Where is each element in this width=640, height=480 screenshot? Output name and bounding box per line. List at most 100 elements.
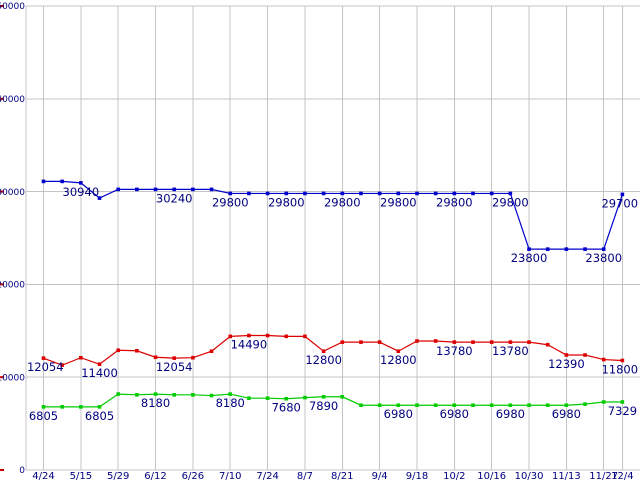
point-value-label: 29800 — [212, 195, 249, 209]
data-point-marker — [452, 191, 457, 196]
data-point-marker — [340, 191, 345, 196]
data-point-marker — [265, 396, 270, 400]
data-point-marker — [396, 349, 401, 354]
y-axis-label: 0 — [19, 466, 25, 476]
data-point-marker — [601, 400, 606, 404]
data-point-marker — [620, 192, 625, 197]
data-point-marker — [116, 348, 120, 353]
data-point-marker — [191, 393, 195, 397]
data-point-marker — [172, 356, 177, 360]
data-point-marker — [471, 403, 475, 408]
data-point-marker — [471, 191, 475, 196]
series-line-red — [43, 334, 623, 366]
data-point-marker — [284, 334, 289, 339]
data-point-marker — [97, 405, 102, 409]
point-value-label: 8180 — [216, 396, 245, 410]
data-point-marker — [265, 333, 270, 338]
point-value-label: 6980 — [440, 407, 469, 421]
point-value-label: 7890 — [309, 399, 338, 413]
point-value-label: 8180 — [141, 396, 170, 410]
data-point-marker — [228, 191, 233, 196]
point-value-label: 12054 — [156, 360, 193, 374]
data-point-marker — [583, 247, 587, 251]
data-point-marker — [303, 191, 307, 196]
point-value-label: 13780 — [436, 344, 473, 358]
y-axis-tick — [0, 376, 4, 379]
data-point-marker — [172, 187, 177, 192]
data-point-marker — [433, 339, 438, 343]
data-point-marker — [321, 349, 326, 354]
data-point-marker — [489, 340, 494, 344]
y-axis-label: 30000 — [0, 188, 25, 198]
data-point-marker — [41, 179, 46, 184]
point-value-label: 29800 — [324, 195, 361, 209]
x-axis-label: 8/7 — [297, 471, 313, 480]
y-axis-label: 40000 — [0, 95, 25, 105]
point-value-label: 7329 — [608, 404, 637, 418]
point-value-label: 23800 — [585, 251, 622, 265]
data-point-marker — [620, 358, 625, 363]
data-point-marker — [247, 191, 251, 196]
data-point-marker — [135, 187, 139, 192]
data-point-marker — [321, 191, 326, 196]
data-point-marker — [209, 187, 214, 192]
point-value-label: 11800 — [601, 362, 638, 376]
data-point-marker — [284, 191, 289, 196]
y-axis-tick — [0, 283, 4, 286]
data-point-marker — [79, 181, 83, 185]
x-axis-label: 10/30 — [515, 471, 544, 480]
y-axis-tick — [0, 190, 4, 193]
point-value-label: 12054 — [27, 360, 64, 374]
point-value-label: 12800 — [305, 353, 342, 367]
data-point-marker — [527, 247, 531, 251]
y-axis-label: 10000 — [0, 373, 25, 383]
data-point-marker — [172, 393, 177, 397]
data-point-marker — [377, 191, 382, 196]
data-point-marker — [396, 191, 401, 196]
y-axis-label: 20000 — [0, 281, 25, 291]
data-point-marker — [303, 334, 307, 339]
data-point-marker — [265, 191, 270, 196]
y-axis-tick — [0, 5, 4, 7]
point-value-label: 29800 — [380, 195, 417, 209]
x-axis-label: 7/10 — [219, 471, 241, 480]
point-value-label: 29700 — [601, 196, 638, 210]
point-value-label: 30940 — [63, 185, 100, 199]
x-axis-label: 10/2 — [443, 471, 465, 480]
data-point-marker — [471, 340, 475, 344]
point-value-label: 7680 — [272, 401, 301, 415]
data-point-marker — [209, 393, 214, 398]
data-point-marker — [97, 362, 102, 367]
data-point-marker — [508, 403, 513, 408]
data-point-marker — [135, 348, 139, 353]
data-point-marker — [508, 340, 513, 344]
series-line-green — [43, 393, 623, 408]
point-value-label: 6980 — [384, 407, 413, 421]
x-axis-label: 12/4 — [611, 471, 633, 480]
series-line-blue — [43, 180, 623, 250]
x-axis-label: 9/18 — [406, 471, 428, 480]
x-axis-label: 6/26 — [182, 471, 204, 480]
point-value-label: 13780 — [492, 344, 529, 358]
data-point-marker — [564, 353, 569, 357]
data-point-marker — [60, 179, 64, 184]
point-value-label: 6805 — [29, 409, 58, 423]
data-point-marker — [359, 191, 363, 196]
x-axis-label: 10/16 — [477, 471, 506, 480]
data-point-marker — [191, 355, 195, 360]
data-point-marker — [359, 403, 363, 408]
data-point-marker — [620, 400, 625, 404]
data-point-marker — [340, 394, 345, 399]
data-point-marker — [41, 356, 46, 360]
data-point-marker — [433, 403, 438, 408]
data-point-marker — [359, 340, 363, 344]
data-point-marker — [303, 395, 307, 400]
point-value-label: 6980 — [496, 407, 525, 421]
data-point-marker — [116, 187, 120, 192]
x-axis-label: 11/27 — [589, 471, 618, 480]
data-point-marker — [489, 191, 494, 196]
x-axis-label: 9/4 — [372, 471, 388, 480]
data-point-marker — [228, 334, 233, 339]
point-value-label: 29800 — [492, 195, 529, 209]
